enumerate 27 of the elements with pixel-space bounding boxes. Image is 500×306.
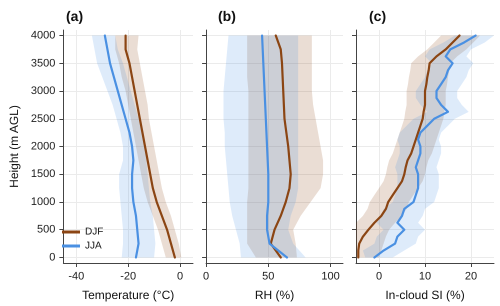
x-tick-label: 0 <box>202 270 210 282</box>
y-tick-label: 3500 <box>30 57 56 70</box>
y-tick-label: 1000 <box>30 196 56 208</box>
x-axis-title: Temperature (°C) <box>82 288 174 302</box>
y-axis-title: Height (m AGL) <box>7 105 21 188</box>
x-tick-label: -20 <box>120 270 136 282</box>
y-tick-label: 3000 <box>30 85 56 98</box>
x-tick-label: 0 <box>176 270 184 282</box>
chart-title: (a) <box>66 8 84 24</box>
x-tick-label: 0 <box>376 270 382 282</box>
y-tick-label: 0 <box>49 251 56 264</box>
x-tick-label: 100 <box>321 270 340 282</box>
x-tick-label: 20 <box>464 270 478 282</box>
y-tick-label: 2000 <box>30 140 56 152</box>
x-tick-label: 10 <box>418 270 432 282</box>
y-tick-label: 500 <box>37 224 56 236</box>
y-tick-label: 2500 <box>30 112 56 125</box>
legend-label: JJA <box>85 240 102 252</box>
y-tick-label: 4000 <box>30 30 56 42</box>
chart-title: (c) <box>369 8 386 24</box>
x-axis-title: RH (%) <box>254 288 294 302</box>
legend-label: DJF <box>85 226 104 238</box>
y-tick-label: 1500 <box>30 168 56 180</box>
chart-title: (b) <box>218 8 236 24</box>
x-tick-label: -40 <box>68 270 84 282</box>
x-tick-label: 50 <box>262 270 274 282</box>
x-axis-title: In-cloud SI (%) <box>385 288 465 302</box>
